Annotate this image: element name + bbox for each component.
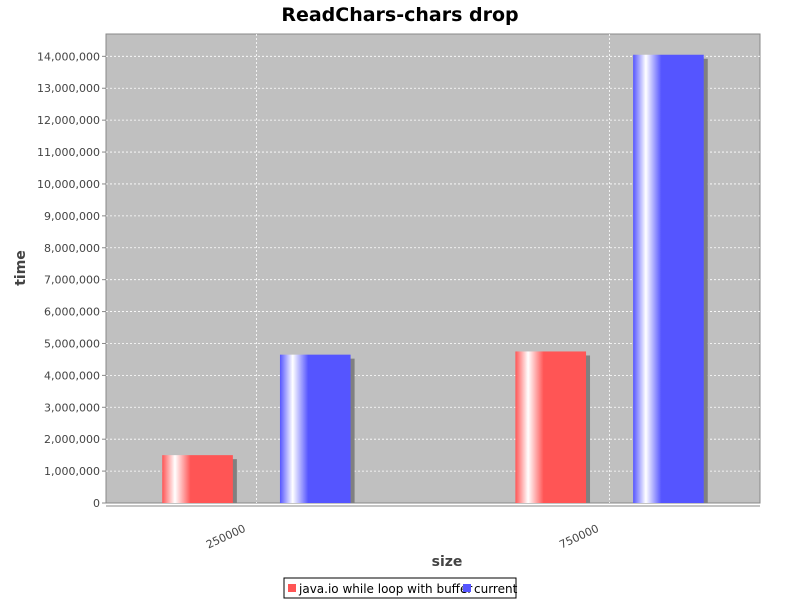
y-tick-label: 8,000,000 bbox=[44, 242, 100, 255]
x-tick-label: 750000 bbox=[557, 522, 601, 552]
legend-label-current: current bbox=[474, 582, 518, 596]
legend-swatch-current bbox=[463, 584, 471, 592]
legend-box bbox=[283, 577, 517, 599]
bar-java-io-while-loop-with-buffer-750000 bbox=[515, 351, 587, 503]
legend-label-java-io: java.io while loop with buffer bbox=[298, 582, 472, 596]
y-axis-label: time bbox=[13, 250, 29, 286]
y-tick-label: 13,000,000 bbox=[37, 82, 100, 95]
legend-swatch-java-io bbox=[288, 584, 296, 592]
chart-title: ReadChars-chars drop bbox=[281, 4, 518, 26]
bars bbox=[162, 54, 708, 503]
y-tick-label: 4,000,000 bbox=[44, 369, 100, 382]
x-axis: 250000 750000 bbox=[106, 505, 760, 552]
y-tick-label: 2,000,000 bbox=[44, 433, 100, 446]
y-tick-label: 1,000,000 bbox=[44, 465, 100, 478]
y-tick-label: 5,000,000 bbox=[44, 337, 100, 350]
y-tick-label: 14,000,000 bbox=[37, 50, 100, 63]
y-tick-label: 6,000,000 bbox=[44, 306, 100, 319]
y-tick-label: 10,000,000 bbox=[37, 178, 100, 191]
y-tick-label: 11,000,000 bbox=[37, 146, 100, 159]
y-axis: 0 1,000,000 2,000,000 3,000,000 4,000,000 5,0… bbox=[37, 50, 106, 510]
y-tick-label: 3,000,000 bbox=[44, 401, 100, 414]
legend: java.io while loop with buffer current bbox=[283, 577, 518, 599]
y-tick-label: 7,000,000 bbox=[44, 274, 100, 287]
bar-current-750000 bbox=[633, 54, 704, 503]
y-tick-label: 0 bbox=[93, 497, 100, 510]
x-axis-label: size bbox=[432, 554, 463, 570]
bar-current-250000 bbox=[279, 354, 351, 503]
x-tick-label: 250000 bbox=[204, 522, 248, 552]
y-tick-label: 12,000,000 bbox=[37, 114, 100, 127]
y-tick-label: 9,000,000 bbox=[44, 210, 100, 223]
bar-java-io-while-loop-with-buffer-250000 bbox=[162, 455, 233, 503]
